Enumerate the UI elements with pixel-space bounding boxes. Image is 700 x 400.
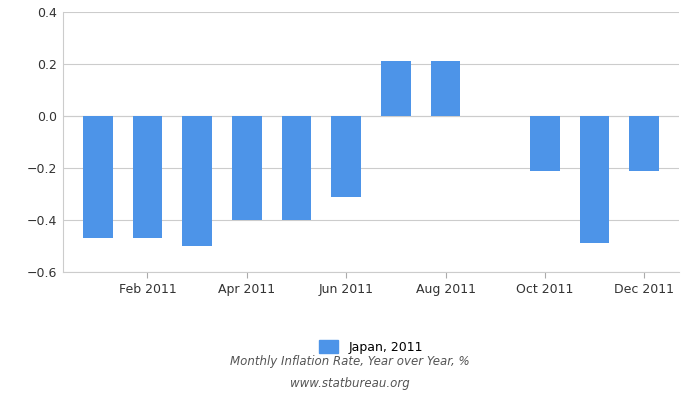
Bar (83, 116, 113, 238)
Text: www.statbureau.org: www.statbureau.org (290, 378, 410, 390)
Legend: Japan, 2011: Japan, 2011 (314, 336, 428, 359)
Bar (182, 116, 212, 246)
Bar (430, 61, 461, 116)
Text: Monthly Inflation Rate, Year over Year, %: Monthly Inflation Rate, Year over Year, … (230, 356, 470, 368)
Bar (281, 116, 312, 220)
Bar (132, 116, 162, 238)
Bar (232, 116, 262, 220)
Bar (580, 116, 610, 243)
Bar (381, 61, 411, 116)
Bar (530, 116, 560, 170)
Bar (629, 116, 659, 170)
Bar (331, 116, 361, 196)
